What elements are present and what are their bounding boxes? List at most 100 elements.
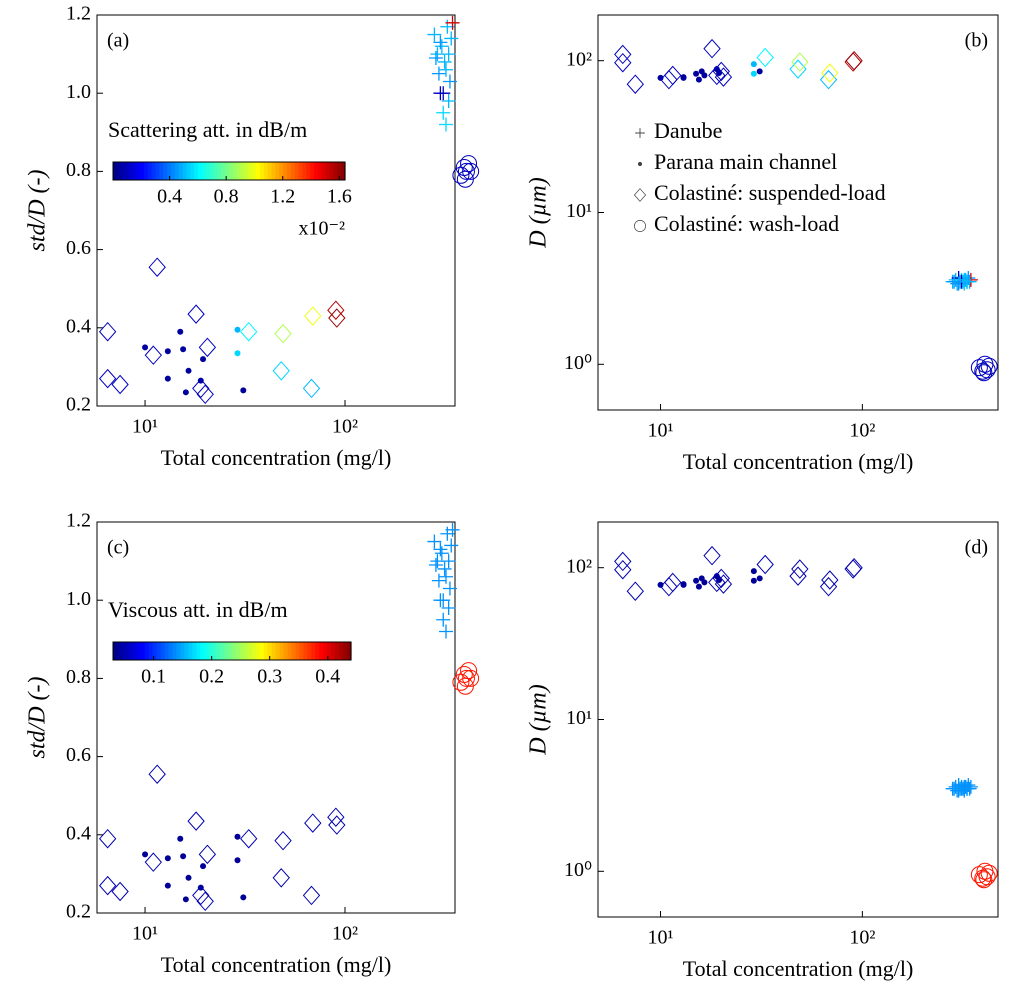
- diamond-marker: [712, 568, 730, 589]
- y-tick-label: 0.6: [66, 744, 91, 766]
- dot-marker: [197, 884, 204, 891]
- circle-marker: [456, 677, 474, 695]
- diamond-marker: [819, 576, 838, 597]
- colorbar-cell: [194, 162, 199, 180]
- plus-marker: [431, 66, 446, 81]
- colorbar-cell: [136, 162, 141, 180]
- dot-marker: [200, 863, 207, 870]
- dot-marker: [164, 375, 171, 382]
- circle-marker: [975, 364, 993, 382]
- colorbar-cell: [337, 162, 342, 180]
- colorbar-cell: [116, 162, 122, 180]
- dot-marker: [177, 328, 184, 335]
- plus-marker: [427, 534, 442, 549]
- diamond-marker: [192, 378, 210, 399]
- y-tick-label: 1.2: [66, 510, 91, 532]
- y-tick-label: 10²: [566, 48, 592, 70]
- diamond-marker: [791, 52, 809, 72]
- colorbar-cell: [208, 642, 213, 660]
- dot-marker: [698, 575, 705, 582]
- colorbar-cell: [319, 642, 324, 660]
- y-axis-label: D (µm): [526, 177, 552, 248]
- colorbar-cell: [228, 642, 233, 660]
- y-axis-label: D (µm): [526, 684, 552, 755]
- diamond-marker: [845, 557, 863, 578]
- y-tick-label: 10¹: [566, 200, 592, 222]
- diamond-marker: [626, 581, 644, 601]
- plus-marker: [445, 15, 460, 30]
- colorbar-cell: [229, 162, 234, 180]
- panel-label: (a): [107, 30, 129, 52]
- colorbar-cell: [329, 162, 334, 180]
- dot-marker: [698, 68, 705, 75]
- colorbar-cell: [221, 162, 226, 180]
- plus-marker: [438, 624, 453, 639]
- colorbar-tick-label: 0.8: [214, 186, 239, 208]
- dot-marker: [750, 577, 757, 584]
- colorbar-cell: [232, 642, 237, 660]
- colorbar-cell: [247, 642, 253, 660]
- diamond-marker: [626, 74, 644, 94]
- x-axis-label: Total concentration (mg/l): [161, 445, 392, 470]
- plus-marker: [947, 781, 962, 796]
- plus-marker: [442, 74, 457, 89]
- diamond-marker: [111, 881, 129, 902]
- colorbar-cell: [209, 162, 215, 180]
- colorbar-tick-label: 0.3: [257, 666, 282, 688]
- colorbar-cell: [217, 162, 222, 180]
- colorbar-cell: [200, 642, 205, 660]
- colorbar-cell: [174, 162, 180, 180]
- x-tick-label: 10¹: [648, 420, 674, 442]
- diamond-marker: [98, 368, 117, 389]
- diamond-marker: [614, 52, 632, 73]
- colorbar-cell: [267, 162, 273, 180]
- plus-marker: [960, 274, 975, 289]
- diamond-marker: [614, 44, 632, 65]
- dot-marker: [750, 568, 757, 575]
- colorbar-cell: [287, 642, 293, 660]
- diamond-marker: [703, 545, 721, 566]
- diamond-marker: [821, 570, 839, 590]
- colorbar-cell: [259, 162, 265, 180]
- colorbar-cell: [148, 642, 154, 660]
- diamond-marker: [714, 574, 733, 594]
- plus-marker: [961, 778, 976, 793]
- plus-marker: [434, 546, 449, 561]
- colorbar-cell: [243, 642, 249, 660]
- diamond-marker: [660, 576, 678, 597]
- circle-marker: [980, 864, 998, 882]
- colorbar-cell: [180, 642, 185, 660]
- colorbar-cell: [251, 642, 257, 660]
- diamond-marker: [144, 345, 162, 365]
- plus-marker: [428, 558, 443, 573]
- diamond-marker: [198, 337, 217, 358]
- dot-marker: [177, 835, 184, 842]
- colorbar-cell: [184, 642, 189, 660]
- x-tick-label: 10²: [332, 416, 358, 438]
- plus-marker: [957, 779, 972, 794]
- colorbar-cell: [255, 642, 261, 660]
- dot-marker: [695, 76, 702, 83]
- colorbar-tick-label: 1.2: [270, 186, 295, 208]
- colorbar-tick-label: 0.1: [141, 666, 166, 688]
- legend-label: Parana main channel: [654, 149, 837, 174]
- diamond-marker: [302, 885, 321, 906]
- colorbar-cell: [302, 162, 307, 180]
- diamond-marker: [196, 891, 214, 912]
- colorbar-cell: [236, 162, 242, 180]
- legend-label: Colastiné: wash-load: [654, 211, 839, 236]
- colorbar-cell: [271, 162, 276, 180]
- colorbar-cell: [120, 162, 126, 180]
- diamond-marker: [328, 815, 346, 835]
- dot-marker: [680, 74, 687, 81]
- diamond-marker: [274, 323, 292, 344]
- colorbar-cell: [163, 162, 168, 180]
- colorbar-cell: [271, 642, 277, 660]
- plus-marker: [441, 47, 456, 62]
- plus-marker: [957, 272, 972, 287]
- diamond-marker: [148, 257, 166, 277]
- x-tick-label: 10¹: [132, 923, 158, 945]
- colorbar-cell: [263, 162, 269, 180]
- colorbar-cell: [186, 162, 191, 180]
- y-tick-label: 0.2: [66, 394, 91, 416]
